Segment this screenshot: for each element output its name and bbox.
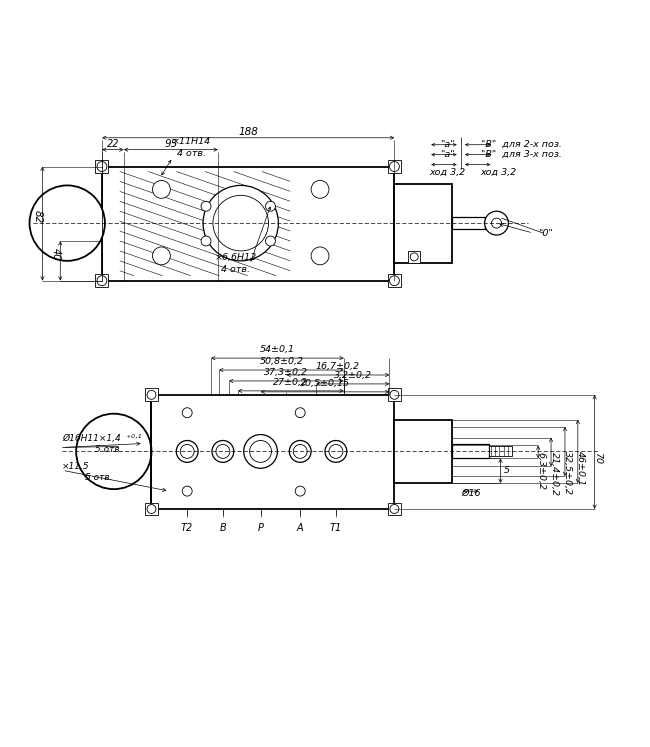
- Bar: [395, 420, 452, 483]
- Circle shape: [213, 195, 268, 251]
- Text: 22: 22: [107, 139, 119, 149]
- Bar: [96, 160, 109, 173]
- Text: B: B: [220, 523, 226, 533]
- Bar: [102, 167, 395, 281]
- Text: ×6,6H12: ×6,6H12: [214, 253, 257, 262]
- Bar: [408, 251, 420, 263]
- Circle shape: [201, 201, 211, 211]
- Bar: [388, 274, 401, 287]
- Circle shape: [289, 441, 311, 462]
- Circle shape: [295, 408, 305, 418]
- Circle shape: [491, 218, 502, 228]
- Text: 95: 95: [164, 139, 177, 149]
- Circle shape: [265, 236, 276, 246]
- Text: 27±0,2: 27±0,2: [273, 378, 308, 387]
- Bar: [145, 388, 158, 401]
- Text: 6,3±0,2: 6,3±0,2: [537, 452, 545, 490]
- Text: 188: 188: [238, 127, 258, 137]
- Text: 16,7±0,2: 16,7±0,2: [316, 362, 360, 371]
- Text: ход 3,2: ход 3,2: [480, 168, 517, 177]
- Circle shape: [329, 444, 343, 459]
- Circle shape: [311, 247, 329, 265]
- Circle shape: [180, 444, 194, 459]
- Circle shape: [147, 504, 156, 513]
- Circle shape: [153, 247, 170, 265]
- Circle shape: [201, 236, 211, 246]
- Text: 40: 40: [51, 248, 61, 261]
- Circle shape: [147, 391, 156, 400]
- Bar: [388, 388, 401, 401]
- Bar: [388, 160, 401, 173]
- Bar: [145, 503, 158, 515]
- Circle shape: [293, 444, 307, 459]
- Circle shape: [265, 201, 276, 211]
- Text: ×11H14: ×11H14: [172, 137, 211, 146]
- Text: T1: T1: [330, 523, 342, 533]
- Text: Ø16H11×1,4  ⁺⁰⋅¹: Ø16H11×1,4 ⁺⁰⋅¹: [62, 434, 142, 443]
- Text: "B"  для 3-х поз.: "B" для 3-х поз.: [480, 150, 562, 159]
- Circle shape: [182, 486, 192, 496]
- Text: 21,4±0,2: 21,4±0,2: [549, 452, 558, 496]
- Text: "a": "a": [439, 140, 454, 149]
- Circle shape: [485, 211, 508, 235]
- Text: 5 отв.: 5 отв.: [85, 473, 112, 482]
- Text: 5: 5: [504, 466, 510, 475]
- Circle shape: [97, 276, 107, 285]
- Text: ×11,5: ×11,5: [62, 462, 90, 471]
- Circle shape: [250, 441, 272, 462]
- Circle shape: [410, 253, 418, 261]
- Text: 37,3±0,2: 37,3±0,2: [265, 368, 308, 377]
- Text: 5 отв.: 5 отв.: [95, 445, 122, 454]
- Text: 20,5±0,15: 20,5±0,15: [300, 379, 350, 388]
- Circle shape: [97, 161, 107, 172]
- Circle shape: [216, 444, 230, 459]
- Circle shape: [389, 276, 399, 285]
- Circle shape: [295, 486, 305, 496]
- Circle shape: [182, 408, 192, 418]
- Circle shape: [212, 441, 234, 462]
- Bar: [452, 444, 489, 459]
- Text: 3,2±0,2: 3,2±0,2: [333, 371, 372, 380]
- Bar: [452, 217, 485, 229]
- Circle shape: [76, 414, 151, 489]
- Circle shape: [390, 504, 399, 513]
- Text: T2: T2: [181, 523, 193, 533]
- Circle shape: [176, 441, 198, 462]
- Circle shape: [311, 181, 329, 198]
- Circle shape: [244, 435, 278, 468]
- Text: "a": "a": [439, 150, 454, 159]
- Text: P: P: [257, 523, 263, 533]
- Bar: [388, 503, 401, 515]
- Bar: [96, 274, 109, 287]
- Circle shape: [153, 181, 170, 198]
- Text: 82: 82: [32, 210, 42, 223]
- Bar: [489, 447, 512, 456]
- Text: 54±0,1: 54±0,1: [260, 345, 295, 354]
- Text: 32,5±0,2: 32,5±0,2: [564, 451, 573, 495]
- Circle shape: [203, 185, 278, 261]
- Text: 46±0,1: 46±0,1: [577, 451, 585, 486]
- Text: "B"  для 2-х поз.: "B" для 2-х поз.: [480, 140, 562, 149]
- Text: ход 3,2: ход 3,2: [429, 168, 465, 177]
- Text: 4 отв.: 4 отв.: [177, 149, 205, 158]
- Bar: [395, 185, 452, 263]
- Text: A: A: [297, 523, 304, 533]
- Circle shape: [390, 391, 399, 400]
- Circle shape: [325, 441, 347, 462]
- Circle shape: [389, 161, 399, 172]
- Bar: [151, 395, 395, 509]
- Text: 4 отв.: 4 отв.: [221, 265, 250, 274]
- Text: "0": "0": [538, 229, 553, 238]
- Circle shape: [29, 185, 105, 261]
- Text: 70: 70: [593, 452, 602, 464]
- Text: Ø16: Ø16: [461, 489, 480, 498]
- Text: 50,8±0,2: 50,8±0,2: [259, 357, 304, 366]
